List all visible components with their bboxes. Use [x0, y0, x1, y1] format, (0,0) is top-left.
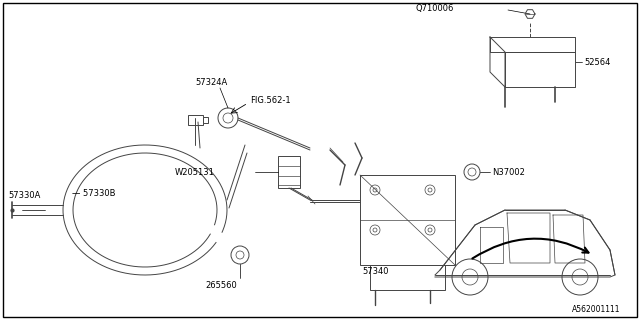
Bar — [370, 265, 445, 290]
Bar — [188, 115, 203, 125]
Text: 57340: 57340 — [362, 268, 388, 276]
Polygon shape — [490, 37, 505, 87]
Text: 57330A: 57330A — [8, 190, 40, 199]
Circle shape — [562, 259, 598, 295]
Polygon shape — [490, 37, 575, 52]
Bar — [203, 117, 208, 123]
Bar — [278, 156, 300, 188]
Text: FIG.562-1: FIG.562-1 — [250, 95, 291, 105]
Text: Q710006: Q710006 — [415, 4, 453, 12]
Text: 265560: 265560 — [205, 281, 237, 290]
Polygon shape — [505, 52, 575, 87]
Text: A562001111: A562001111 — [572, 306, 620, 315]
Text: 52564: 52564 — [584, 58, 611, 67]
Text: 57324A: 57324A — [195, 77, 227, 86]
Circle shape — [452, 259, 488, 295]
Bar — [360, 175, 455, 265]
Text: — 57330B: — 57330B — [72, 188, 115, 197]
Text: W205131: W205131 — [175, 167, 215, 177]
Text: N37002: N37002 — [492, 167, 525, 177]
